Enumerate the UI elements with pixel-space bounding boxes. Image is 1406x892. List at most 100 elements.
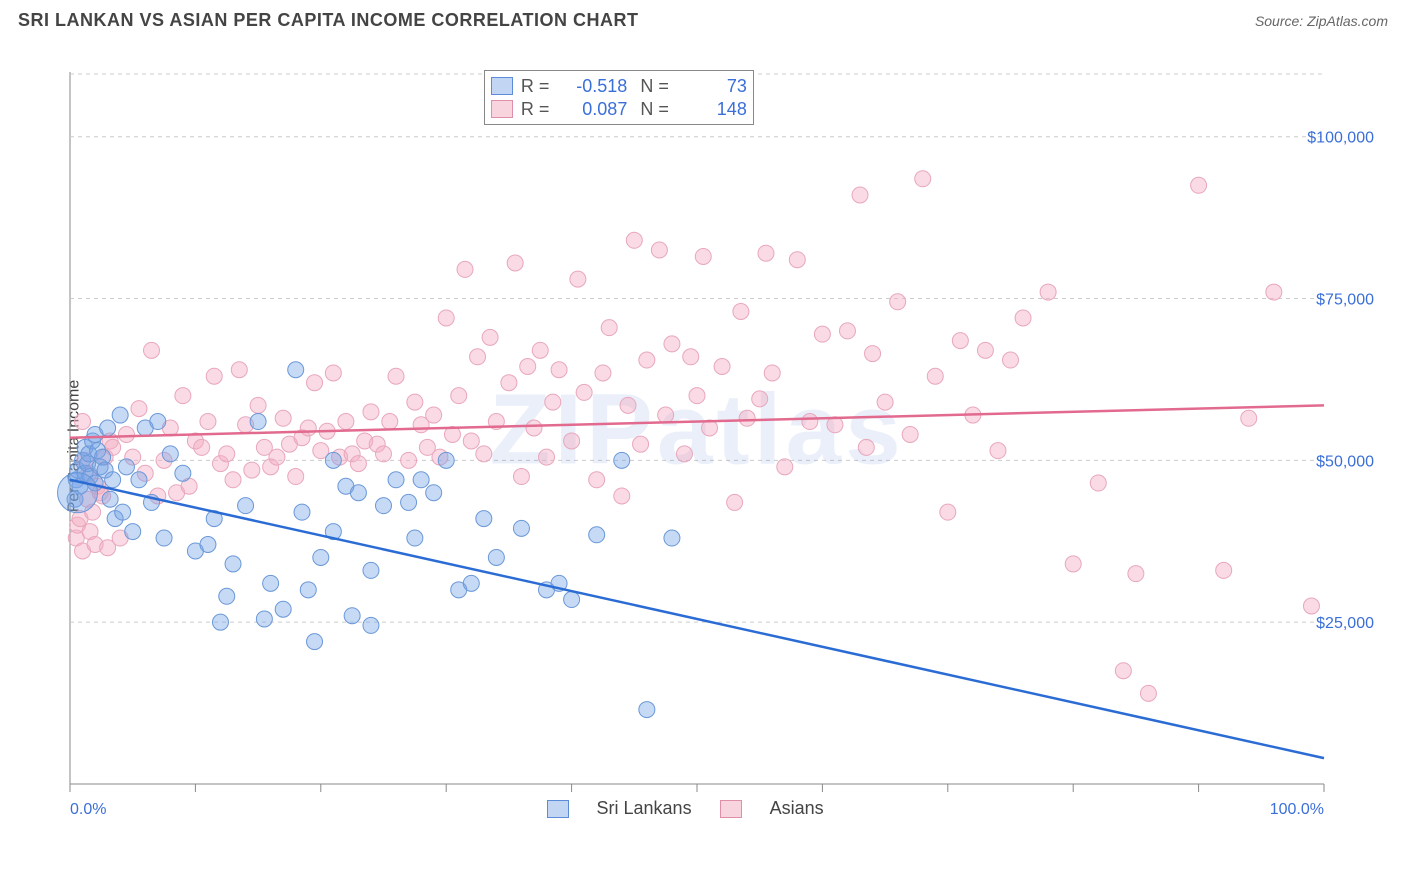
data-point-asians [401,452,417,468]
data-point-asians [902,426,918,442]
stat-label-n: N = [635,75,669,98]
data-point-sri_lankans [313,549,329,565]
data-point-sri_lankans [256,611,272,627]
data-point-sri_lankans [589,527,605,543]
data-point-asians [338,414,354,430]
data-point-sri_lankans [363,617,379,633]
data-point-sri_lankans [300,582,316,598]
data-point-sri_lankans [150,414,166,430]
data-point-sri_lankans [238,498,254,514]
data-point-asians [1216,562,1232,578]
data-point-asians [288,469,304,485]
data-point-asians [476,446,492,462]
data-point-sri_lankans [162,446,178,462]
data-point-asians [865,346,881,362]
source-attribution: Source: ZipAtlas.com [1255,13,1388,29]
data-point-sri_lankans [200,537,216,553]
stat-value-r-sri-lankans: -0.518 [557,75,627,98]
data-point-asians [520,359,536,375]
data-point-asians [539,449,555,465]
data-point-sri_lankans [131,472,147,488]
data-point-asians [1128,566,1144,582]
title-bar: SRI LANKAN VS ASIAN PER CAPITA INCOME CO… [0,0,1406,39]
data-point-sri_lankans [639,702,655,718]
data-point-sri_lankans [125,524,141,540]
data-point-sri_lankans-large [58,473,98,513]
data-point-sri_lankans [307,634,323,650]
svg-text:$25,000: $25,000 [1316,615,1374,632]
swatch-asians [491,100,513,118]
data-point-sri_lankans [438,452,454,468]
data-point-asians [1266,284,1282,300]
legend-swatch-asians [720,800,742,818]
stat-label-r: R = [521,75,550,98]
data-point-sri_lankans [426,485,442,501]
data-point-asians [758,245,774,261]
data-point-asians [777,459,793,475]
data-point-asians [576,384,592,400]
data-point-asians [382,414,398,430]
data-point-asians [676,446,692,462]
data-point-asians [1140,685,1156,701]
data-point-asians [614,488,630,504]
data-point-sri_lankans [263,575,279,591]
data-point-asians [219,446,235,462]
legend: Sri Lankans Asians [547,798,824,819]
svg-text:$100,000: $100,000 [1307,130,1374,147]
data-point-sri_lankans [401,494,417,510]
data-point-asians [620,397,636,413]
stats-row-sri-lankans: R = -0.518 N = 73 [491,75,747,98]
data-point-sri_lankans [212,614,228,630]
data-point-sri_lankans [102,491,118,507]
data-point-asians [789,252,805,268]
data-point-sri_lankans [413,472,429,488]
data-point-asians [595,365,611,381]
data-point-sri_lankans [564,592,580,608]
data-point-asians [858,439,874,455]
svg-text:$50,000: $50,000 [1316,453,1374,470]
data-point-asians [231,362,247,378]
data-point-asians [1115,663,1131,679]
data-point-sri_lankans [513,520,529,536]
data-point-asians [75,414,91,430]
data-point-asians [683,349,699,365]
data-point-asians [118,426,134,442]
data-point-asians [839,323,855,339]
data-point-asians [513,469,529,485]
data-point-sri_lankans [664,530,680,546]
legend-label-sri-lankans: Sri Lankans [597,798,692,819]
data-point-asians [1090,475,1106,491]
data-point-sri_lankans [463,575,479,591]
data-point-asians [1303,598,1319,614]
data-point-asians [1191,177,1207,193]
data-point-sri_lankans [488,549,504,565]
data-point-asians [990,443,1006,459]
data-point-asians [131,401,147,417]
svg-text:0.0%: 0.0% [70,801,106,818]
data-point-asians [388,368,404,384]
data-point-asians [727,494,743,510]
data-point-asians [325,365,341,381]
data-point-sri_lankans [288,362,304,378]
stat-value-n-sri-lankans: 73 [677,75,747,98]
stats-row-asians: R = 0.087 N = 148 [491,98,747,121]
data-point-sri_lankans [175,465,191,481]
data-point-asians [545,394,561,410]
data-point-asians [507,255,523,271]
data-point-asians [589,472,605,488]
correlation-stats-box: R = -0.518 N = 73 R = 0.087 N = 148 [484,70,754,125]
data-point-sri_lankans [118,459,134,475]
stat-value-n-asians: 148 [677,98,747,121]
data-point-asians [890,294,906,310]
data-point-sri_lankans [105,472,121,488]
svg-text:100.0%: 100.0% [1270,801,1324,818]
data-point-asians [532,342,548,358]
data-point-asians [206,368,222,384]
data-point-asians [1003,352,1019,368]
data-point-sri_lankans [225,556,241,572]
data-point-asians [814,326,830,342]
data-point-asians [451,388,467,404]
data-point-asians [639,352,655,368]
data-point-asians [1015,310,1031,326]
data-point-asians [300,420,316,436]
